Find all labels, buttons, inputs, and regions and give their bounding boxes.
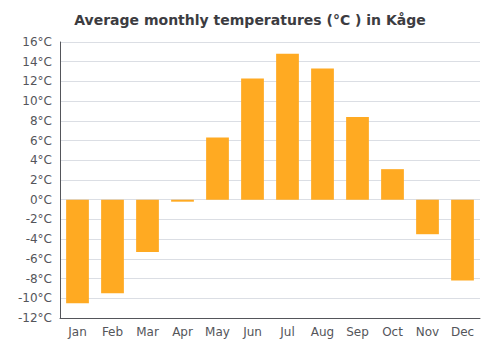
svg-text:2°C: 2°C bbox=[30, 173, 52, 187]
svg-text:Jun: Jun bbox=[242, 325, 262, 339]
svg-text:Oct: Oct bbox=[382, 325, 403, 339]
svg-text:10°C: 10°C bbox=[22, 94, 52, 108]
svg-text:Aug: Aug bbox=[311, 325, 334, 339]
svg-text:-10°C: -10°C bbox=[18, 291, 52, 305]
svg-text:Jul: Jul bbox=[279, 325, 294, 339]
svg-text:12°C: 12°C bbox=[22, 74, 52, 88]
svg-text:-12°C: -12°C bbox=[18, 311, 52, 325]
svg-text:Nov: Nov bbox=[416, 325, 439, 339]
svg-text:May: May bbox=[205, 325, 230, 339]
svg-text:Average monthly temperatures (: Average monthly temperatures (°C ) in Kå… bbox=[74, 12, 426, 28]
svg-text:Jan: Jan bbox=[67, 325, 87, 339]
svg-text:-2°C: -2°C bbox=[26, 212, 52, 226]
svg-text:14°C: 14°C bbox=[22, 55, 52, 69]
svg-text:Apr: Apr bbox=[172, 325, 193, 339]
svg-text:Dec: Dec bbox=[451, 325, 474, 339]
svg-text:-4°C: -4°C bbox=[26, 232, 52, 246]
svg-text:0°C: 0°C bbox=[30, 193, 52, 207]
svg-text:4°C: 4°C bbox=[30, 153, 52, 167]
svg-text:Sep: Sep bbox=[346, 325, 369, 339]
svg-text:6°C: 6°C bbox=[30, 134, 52, 148]
svg-text:-6°C: -6°C bbox=[26, 252, 52, 266]
svg-text:-8°C: -8°C bbox=[26, 272, 52, 286]
svg-text:Mar: Mar bbox=[136, 325, 159, 339]
svg-text:Feb: Feb bbox=[102, 325, 123, 339]
svg-text:16°C: 16°C bbox=[22, 35, 52, 49]
svg-text:8°C: 8°C bbox=[30, 114, 52, 128]
